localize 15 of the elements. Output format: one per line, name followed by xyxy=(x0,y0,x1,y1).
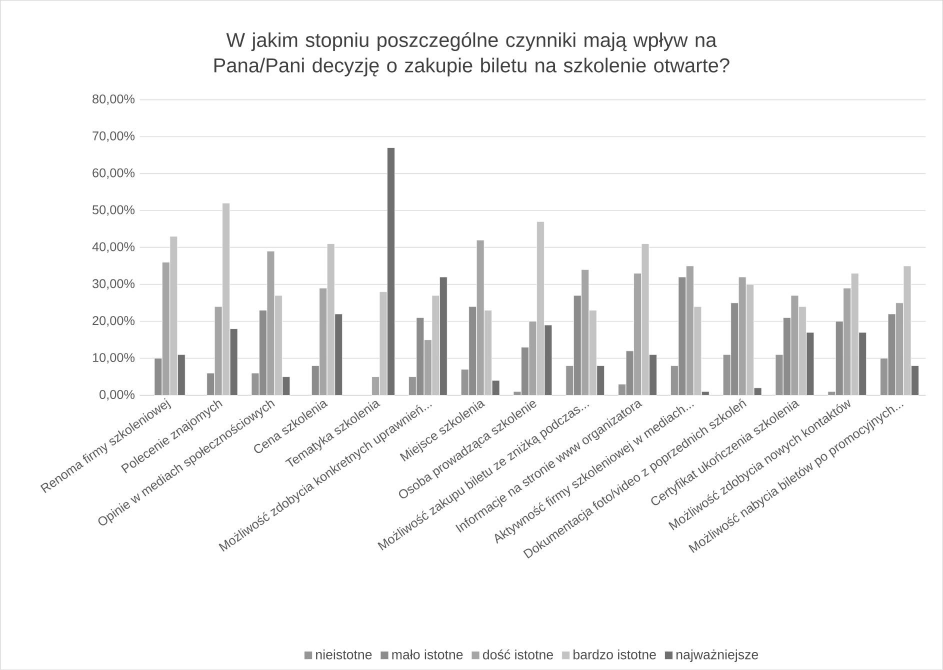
legend-label: nieistotne xyxy=(316,650,372,660)
y-tick-label: 50,00% xyxy=(92,205,135,216)
y-tick-label: 70,00% xyxy=(92,132,135,142)
legend-label: mało istotne xyxy=(392,650,463,660)
y-tick-label: 10,00% xyxy=(92,353,135,364)
legend-label: najważniejsze xyxy=(676,650,758,662)
y-tick-label: 0,00% xyxy=(100,390,135,401)
legend-label: bardzo istotne xyxy=(574,650,656,660)
y-tick-label: 60,00% xyxy=(92,168,135,179)
chart-title: W jakim stopniu poszczególne czynniki mają wpływ na Pana/Pani decyzję o zakupie biletu na szkolenie otwarte? xyxy=(214,32,730,77)
y-tick-label: 40,00% xyxy=(92,242,135,253)
y-tick-label: 80,00% xyxy=(92,94,135,106)
y-tick-label: 20,00% xyxy=(92,316,135,327)
legend-label: dość istotne xyxy=(482,650,553,660)
y-tick-label: 30,00% xyxy=(92,279,135,290)
